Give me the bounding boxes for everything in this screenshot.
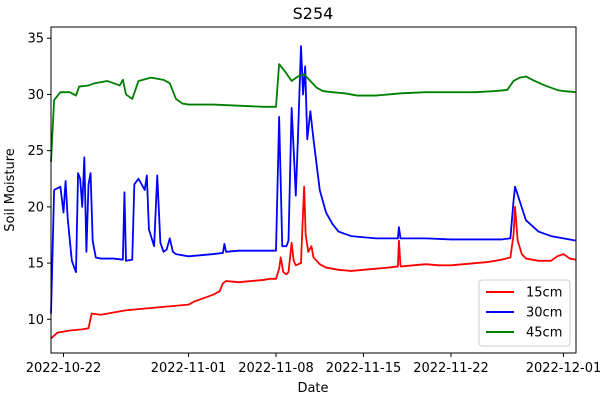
y-tick-label: 30 bbox=[27, 88, 44, 103]
series-line-15cm bbox=[50, 185, 577, 340]
y-axis: 10 15 20 25 30 35 bbox=[27, 32, 51, 328]
y-tick-label: 35 bbox=[27, 32, 44, 47]
y-tick-label: 15 bbox=[27, 257, 44, 272]
x-axis-label: Date bbox=[297, 381, 328, 396]
y-tick-label: 20 bbox=[27, 200, 44, 215]
y-axis-label: Soil Moisture bbox=[3, 148, 18, 232]
x-tick-label: 2022-11-08 bbox=[238, 361, 314, 376]
legend-box bbox=[478, 279, 571, 347]
legend-label: 45cm bbox=[526, 326, 562, 341]
series-line-30cm bbox=[50, 45, 577, 314]
series-line-45cm bbox=[50, 63, 577, 162]
x-tick-label: 2022-11-01 bbox=[151, 361, 227, 376]
x-axis: 2022-10-22 2022-11-01 2022-11-08 2022-11-15… bbox=[26, 353, 600, 376]
legend: 15cm 30cm 45cm bbox=[478, 279, 571, 347]
legend-label: 30cm bbox=[526, 306, 562, 321]
plot-area bbox=[50, 45, 577, 340]
x-tick-label: 2022-12-01 bbox=[526, 361, 600, 376]
y-tick-label: 10 bbox=[27, 313, 44, 328]
x-tick-label: 2022-10-22 bbox=[26, 361, 102, 376]
y-tick-label: 25 bbox=[27, 144, 44, 159]
legend-label: 15cm bbox=[526, 286, 562, 301]
x-tick-label: 2022-11-22 bbox=[413, 361, 489, 376]
chart-title: S254 bbox=[293, 4, 334, 23]
x-tick-label: 2022-11-15 bbox=[326, 361, 402, 376]
plot-frame bbox=[50, 26, 577, 354]
